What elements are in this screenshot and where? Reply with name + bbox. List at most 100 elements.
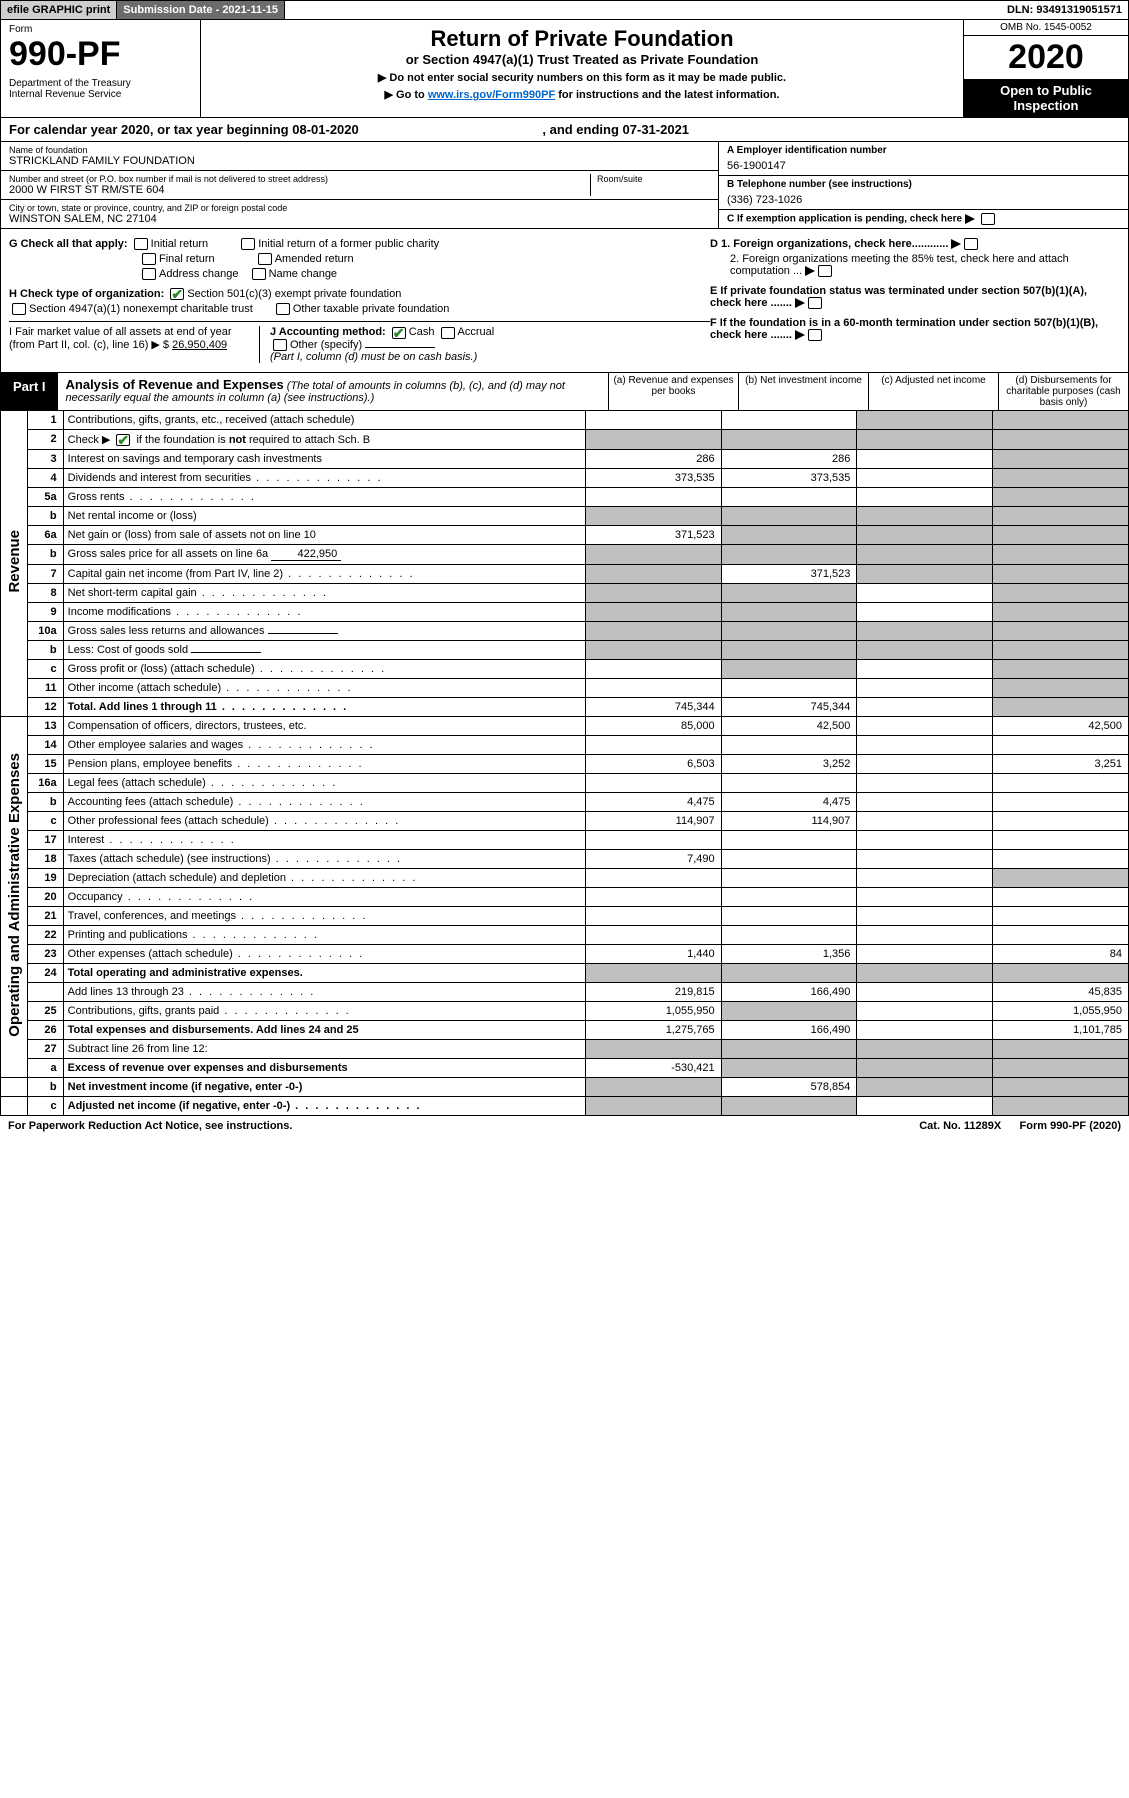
r27: Subtract line 26 from line 12: <box>63 1039 585 1058</box>
irs-link[interactable]: www.irs.gov/Form990PF <box>428 89 555 101</box>
r16ca: 114,907 <box>585 811 721 830</box>
r16bb: 4,475 <box>721 792 857 811</box>
r21: Travel, conferences, and meetings <box>63 906 585 925</box>
cy-pre: For calendar year 2020, or tax year begi… <box>9 122 292 137</box>
g-amended[interactable] <box>258 253 272 265</box>
r24: Total operating and administrative expen… <box>63 963 585 982</box>
r15a: 6,503 <box>585 754 721 773</box>
r16c: Other professional fees (attach schedule… <box>63 811 585 830</box>
h-other[interactable] <box>276 303 290 315</box>
r23a: 1,440 <box>585 944 721 963</box>
r26b: 166,490 <box>721 1020 857 1039</box>
r15b: 3,252 <box>721 754 857 773</box>
r16cb: 114,907 <box>721 811 857 830</box>
cy-end: 07-31-2021 <box>623 122 690 137</box>
ein: 56-1900147 <box>727 160 1120 172</box>
r6b: Gross sales price for all assets on line… <box>68 548 269 560</box>
g-addr-lbl: Address change <box>159 268 239 280</box>
h-501c3[interactable] <box>170 288 184 300</box>
r12a: 745,344 <box>585 697 721 716</box>
arrow-icon <box>795 330 805 340</box>
g-final[interactable] <box>142 253 156 265</box>
r16ba: 4,475 <box>585 792 721 811</box>
j-other[interactable] <box>273 339 287 351</box>
ein-label: A Employer identification number <box>727 145 1120 156</box>
room-label: Room/suite <box>597 174 710 184</box>
calendar-year: For calendar year 2020, or tax year begi… <box>0 118 1129 142</box>
r5b: Net rental income or (loss) <box>63 506 585 525</box>
form-header: Form 990-PF Department of the Treasury I… <box>0 20 1129 118</box>
h-b: Section 4947(a)(1) nonexempt charitable … <box>29 303 253 315</box>
col-d: (d) Disbursements for charitable purpose… <box>998 373 1128 410</box>
d1-check[interactable] <box>964 238 978 250</box>
r8: Net short-term capital gain <box>63 583 585 602</box>
footer-left: For Paperwork Reduction Act Notice, see … <box>8 1120 292 1132</box>
g-name[interactable] <box>252 268 266 280</box>
r2-check[interactable] <box>116 434 130 446</box>
d2: 2. Foreign organizations meeting the 85%… <box>730 253 1069 277</box>
dept: Department of the Treasury Internal Reve… <box>9 78 192 100</box>
name-label: Name of foundation <box>9 145 710 155</box>
note2-post: for instructions and the latest informat… <box>555 89 779 101</box>
open-public: Open to Public Inspection <box>964 79 1128 117</box>
r10b: Less: Cost of goods sold <box>68 644 188 656</box>
g-initial-lbl: Initial return <box>151 238 208 250</box>
f-check[interactable] <box>808 329 822 341</box>
arrow-icon <box>965 214 975 224</box>
submission-date: Submission Date - 2021-11-15 <box>117 1 285 19</box>
r12b: 745,344 <box>721 697 857 716</box>
r6a: Net gain or (loss) from sale of assets n… <box>63 525 585 544</box>
r10a: Gross sales less returns and allowances <box>68 625 265 637</box>
g-addr[interactable] <box>142 268 156 280</box>
r24bv: 166,490 <box>721 982 857 1001</box>
check-rows: G Check all that apply: Initial return I… <box>0 229 1129 373</box>
arrow-icon <box>951 239 961 249</box>
note-1: ▶ Do not enter social security numbers o… <box>207 71 957 84</box>
r4a: 373,535 <box>585 468 721 487</box>
r23d: 84 <box>993 944 1129 963</box>
foundation-name: STRICKLAND FAMILY FOUNDATION <box>9 155 710 167</box>
efile-label[interactable]: efile GRAPHIC print <box>1 1 117 19</box>
r25a: 1,055,950 <box>585 1001 721 1020</box>
h-label: H Check type of organization: <box>9 288 164 300</box>
cy-mid: , and ending <box>542 122 622 137</box>
r12: Total. Add lines 1 through 11 <box>63 697 585 716</box>
r13b: 42,500 <box>721 716 857 735</box>
r11: Other income (attach schedule) <box>63 678 585 697</box>
h-4947[interactable] <box>12 303 26 315</box>
r7: Capital gain net income (from Part IV, l… <box>63 564 585 583</box>
cy-begin: 08-01-2020 <box>292 122 359 137</box>
d2-check[interactable] <box>818 265 832 277</box>
c-label: C If exemption application is pending, c… <box>727 214 962 225</box>
r27c: Adjusted net income (if negative, enter … <box>63 1096 585 1115</box>
r16b: Accounting fees (attach schedule) <box>63 792 585 811</box>
e-check[interactable] <box>808 297 822 309</box>
footer: For Paperwork Reduction Act Notice, see … <box>0 1116 1129 1136</box>
g-initial[interactable] <box>134 238 148 250</box>
phone-label: B Telephone number (see instructions) <box>727 179 1120 190</box>
entity-block: Name of foundation STRICKLAND FAMILY FOU… <box>0 142 1129 229</box>
r9: Income modifications <box>63 602 585 621</box>
form-number: 990-PF <box>9 35 192 74</box>
r27a-a: -530,421 <box>585 1058 721 1077</box>
r6a-a: 371,523 <box>585 525 721 544</box>
side-expenses: Operating and Administrative Expenses <box>6 753 23 1037</box>
col-a: (a) Revenue and expenses per books <box>608 373 738 410</box>
r4: Dividends and interest from securities <box>63 468 585 487</box>
r23: Other expenses (attach schedule) <box>63 944 585 963</box>
r13d: 42,500 <box>993 716 1129 735</box>
dln: DLN: 93491319051571 <box>1001 1 1128 19</box>
col-c: (c) Adjusted net income <box>868 373 998 410</box>
g-name-lbl: Name change <box>269 268 338 280</box>
topbar: efile GRAPHIC print Submission Date - 20… <box>0 0 1129 20</box>
c-checkbox[interactable] <box>981 213 995 225</box>
j-accrual[interactable] <box>441 327 455 339</box>
arrow-icon <box>795 298 805 308</box>
g-former[interactable] <box>241 238 255 250</box>
j-other-lbl: Other (specify) <box>290 339 362 351</box>
r15: Pension plans, employee benefits <box>63 754 585 773</box>
r7b: 371,523 <box>721 564 857 583</box>
j-note: (Part I, column (d) must be on cash basi… <box>270 351 494 363</box>
city: WINSTON SALEM, NC 27104 <box>9 213 710 225</box>
j-cash[interactable] <box>392 327 406 339</box>
